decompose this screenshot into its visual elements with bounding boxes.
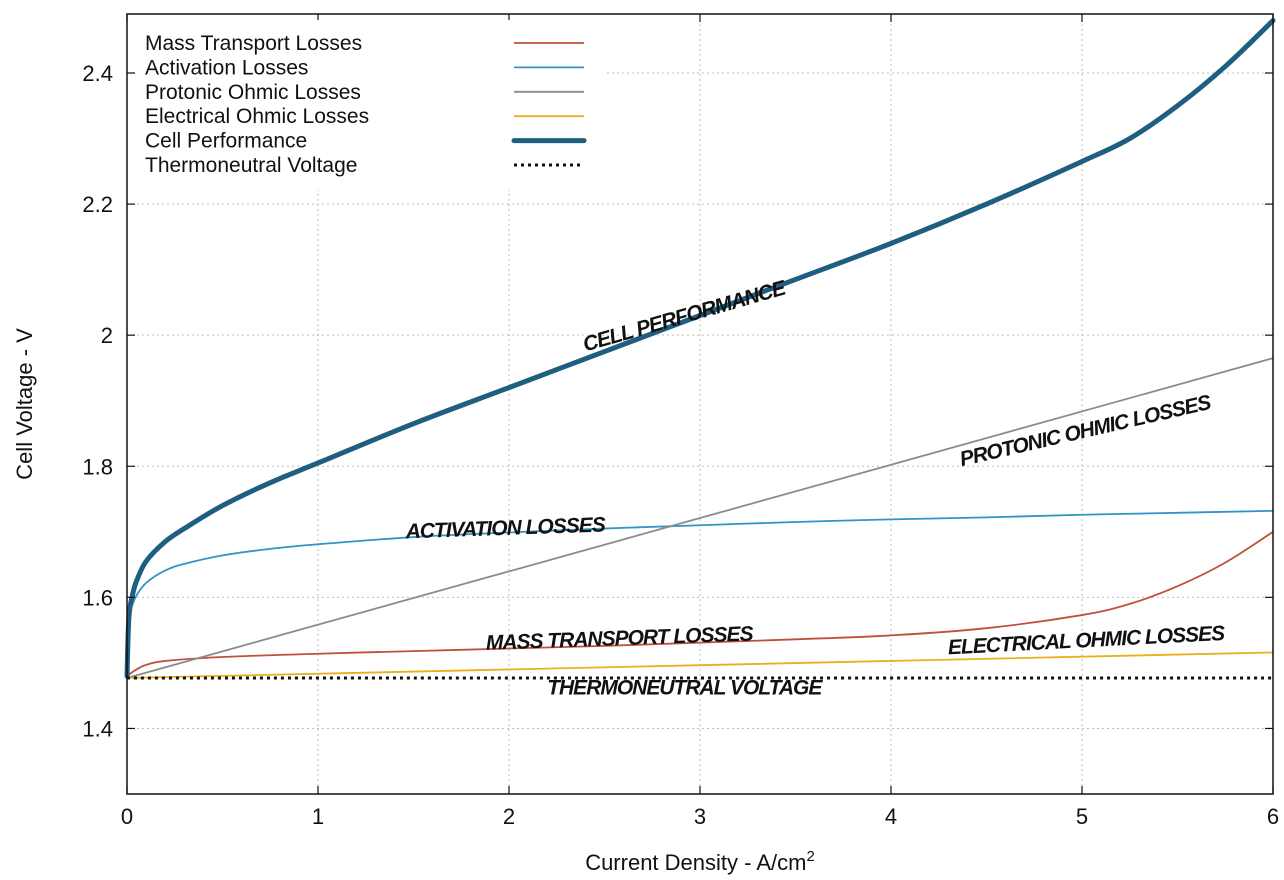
x-axis-title: Current Density - A/cm2	[585, 848, 815, 875]
legend-label-mass-transport-losses: Mass Transport Losses	[145, 32, 362, 55]
series-line-cell-performance	[124, 18, 1276, 679]
series-line-protonic-ohmic-losses	[126, 357, 1274, 679]
y-tick-label: 1.4	[82, 716, 113, 741]
y-tick-label: 2.2	[82, 192, 113, 217]
x-axis-title-superscript: 2	[806, 848, 814, 865]
annotation-layer: CELL PERFORMANCE PROTONIC OHMIC LOSSES ACT…	[404, 276, 1225, 699]
x-tick-label: 2	[503, 804, 515, 829]
x-tick-label: 3	[694, 804, 706, 829]
x-tick-label: 0	[121, 804, 133, 829]
legend-label-cell-performance: Cell Performance	[145, 130, 307, 153]
series-line-electrical-ohmic-losses	[126, 651, 1274, 679]
legend-label-electrical-ohmic-losses: Electrical Ohmic Losses	[145, 105, 369, 128]
series-line-mass-transport-losses	[126, 531, 1274, 677]
y-tick-label: 1.6	[82, 585, 113, 610]
y-axis-title: Cell Voltage - V	[12, 328, 37, 480]
x-tick-label: 1	[312, 804, 324, 829]
tick-layer: 0 1 2 3 4 5 6 1.4 1.6 1.8 2 2.2 2.4	[82, 14, 1279, 829]
x-tick-label: 4	[885, 804, 897, 829]
y-tick-label: 2.4	[82, 61, 113, 86]
series-layer	[124, 18, 1276, 680]
y-tick-label: 2	[101, 323, 113, 348]
legend-label-thermoneutral-voltage: Thermoneutral Voltage	[145, 154, 357, 177]
annotation-activation-losses: ACTIVATION LOSSES	[404, 513, 606, 543]
legend-label-activation-losses: Activation Losses	[145, 56, 308, 79]
series-line-activation-losses	[126, 509, 1274, 677]
annotation-mass-transport-losses: MASS TRANSPORT LOSSES	[485, 622, 753, 654]
x-axis-title-text: Current Density - A/cm	[585, 850, 806, 875]
x-tick-label: 5	[1076, 804, 1088, 829]
annotation-thermoneutral-voltage: THERMONEUTRAL VOLTAGE	[547, 676, 823, 699]
x-tick-label: 6	[1267, 804, 1279, 829]
legend-label-protonic-ohmic-losses: Protonic Ohmic Losses	[145, 81, 361, 104]
legend-background	[136, 20, 606, 190]
annotation-cell-performance: CELL PERFORMANCE	[580, 276, 789, 356]
annotation-protonic-ohmic-losses: PROTONIC OHMIC LOSSES	[958, 391, 1214, 471]
y-tick-label: 1.8	[82, 454, 113, 479]
